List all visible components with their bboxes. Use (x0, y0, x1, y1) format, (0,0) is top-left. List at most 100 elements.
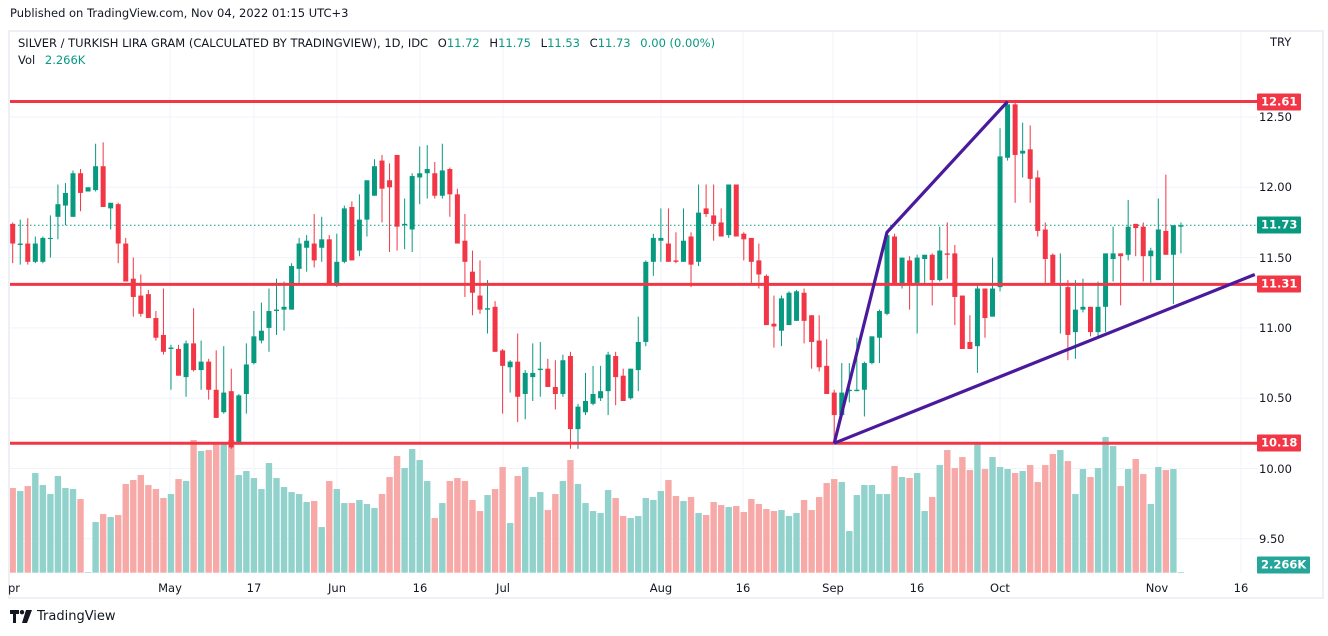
trend-drawings[interactable] (832, 100, 1256, 445)
candle (394, 154, 400, 251)
candle-body (447, 169, 453, 195)
price-tick: 10.50 (1259, 391, 1292, 406)
price-tick: 10.00 (1259, 461, 1292, 476)
candle (273, 278, 279, 335)
candle (55, 184, 61, 240)
volume-bar (891, 466, 898, 573)
volume-bar (77, 499, 84, 573)
volume-bar (506, 523, 514, 573)
candle-body (959, 295, 965, 349)
candle (1118, 253, 1124, 306)
candle-body (341, 208, 347, 262)
candle (990, 257, 996, 317)
volume-bar (303, 502, 310, 573)
price-tick: 9.50 (1259, 531, 1285, 546)
volume-bar (295, 494, 303, 573)
volume-bar (544, 510, 552, 573)
volume-bar (1132, 459, 1139, 573)
candle-body (296, 243, 302, 269)
volume-bar (612, 498, 619, 573)
candle-body (130, 278, 136, 297)
candle (1042, 222, 1048, 283)
volume-bar (627, 518, 634, 573)
volume-bar (145, 485, 152, 573)
candle (522, 370, 528, 420)
volume-bar (582, 503, 589, 573)
volume-bar (235, 475, 243, 573)
candle-body (711, 215, 717, 224)
volume-bar (635, 516, 642, 573)
candle-body (469, 271, 475, 293)
tradingview-logo[interactable]: TradingView (10, 609, 116, 624)
time-tick: pr (7, 581, 21, 595)
candle-body (439, 170, 445, 196)
volume-bar (107, 517, 114, 573)
candle-body (944, 253, 950, 255)
volume-bar (1124, 469, 1132, 573)
candle-body (598, 391, 604, 399)
candle (771, 295, 777, 348)
volume-bar (522, 467, 529, 573)
candle (567, 351, 573, 449)
candle-body (1020, 150, 1026, 154)
candle-body (266, 311, 272, 328)
volume-bar (491, 489, 499, 573)
candle (974, 284, 980, 373)
candle (206, 358, 212, 400)
volume-bar (424, 481, 431, 573)
candle (658, 208, 664, 262)
candle (70, 170, 76, 217)
volume-bar (326, 481, 333, 573)
impulse-trend-line (832, 100, 1009, 444)
candle (1155, 198, 1161, 281)
price-tick: 12.00 (1259, 180, 1292, 195)
candle-body (32, 243, 38, 262)
symbol-title[interactable]: SILVER / TURKISH LIRA GRAM (CALCULATED B… (18, 36, 429, 50)
volume-bar (959, 457, 966, 573)
candle (145, 289, 151, 319)
candle-body (583, 401, 589, 413)
candle-body (319, 239, 325, 248)
time-tick: Oct (990, 581, 1010, 595)
candle-body (304, 240, 310, 248)
candle-body (477, 295, 483, 310)
volume-bar (733, 506, 740, 573)
volume-bar (393, 456, 401, 573)
candle-body (1095, 306, 1101, 333)
candle-body (1065, 287, 1071, 335)
volume-bar (32, 473, 39, 573)
candle (454, 188, 460, 244)
volume-bar (831, 479, 838, 573)
candle (741, 232, 747, 261)
horizontal-levels[interactable] (10, 100, 1257, 445)
change-value: 0.00 (0.00%) (640, 36, 716, 50)
candle-body (85, 187, 91, 192)
candle-body (409, 176, 415, 230)
volume-bar (439, 503, 446, 573)
candle (688, 232, 694, 288)
candles (10, 101, 1184, 449)
time-tick: Aug (649, 581, 673, 595)
candle-body (1035, 177, 1041, 231)
candle-body (560, 360, 566, 394)
candle-body (854, 389, 860, 392)
volume-bar (288, 492, 295, 573)
price-tick: 11.00 (1259, 320, 1292, 335)
volume-bar (1147, 504, 1154, 573)
candle-body (507, 361, 513, 368)
candle-body (485, 308, 491, 310)
volume-bar (258, 489, 265, 573)
candle (492, 301, 498, 352)
volume-bar (929, 497, 936, 573)
volume-bar (54, 476, 62, 573)
candle (356, 194, 362, 257)
candle-body (673, 260, 679, 262)
volume-bar (167, 494, 175, 573)
volume-bar (702, 515, 710, 573)
volume-bar (876, 494, 883, 573)
candle-body (243, 364, 249, 394)
candle-body (145, 294, 151, 319)
currency-label[interactable]: TRY (1270, 35, 1292, 49)
candle (296, 237, 302, 285)
